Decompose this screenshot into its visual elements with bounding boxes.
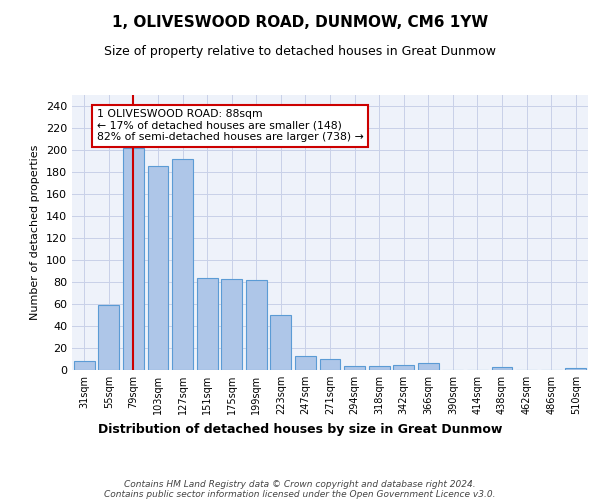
Bar [295,356,316,370]
Bar [393,364,414,370]
Bar [197,278,218,370]
Bar [74,361,95,370]
Bar [271,315,292,370]
Bar [246,280,267,370]
Bar [418,364,439,370]
Bar [221,278,242,370]
Bar [98,305,119,370]
Bar [123,148,144,370]
Text: Contains HM Land Registry data © Crown copyright and database right 2024.
Contai: Contains HM Land Registry data © Crown c… [104,480,496,500]
Bar [565,368,586,370]
Bar [344,366,365,370]
Text: Distribution of detached houses by size in Great Dunmow: Distribution of detached houses by size … [98,422,502,436]
Bar [172,159,193,370]
Bar [368,366,389,370]
Bar [491,366,512,370]
Text: 1, OLIVESWOOD ROAD, DUNMOW, CM6 1YW: 1, OLIVESWOOD ROAD, DUNMOW, CM6 1YW [112,15,488,30]
Text: Size of property relative to detached houses in Great Dunmow: Size of property relative to detached ho… [104,45,496,58]
Bar [148,166,169,370]
Y-axis label: Number of detached properties: Number of detached properties [31,145,40,320]
Text: 1 OLIVESWOOD ROAD: 88sqm
← 17% of detached houses are smaller (148)
82% of semi-: 1 OLIVESWOOD ROAD: 88sqm ← 17% of detach… [97,110,364,142]
Bar [320,359,340,370]
